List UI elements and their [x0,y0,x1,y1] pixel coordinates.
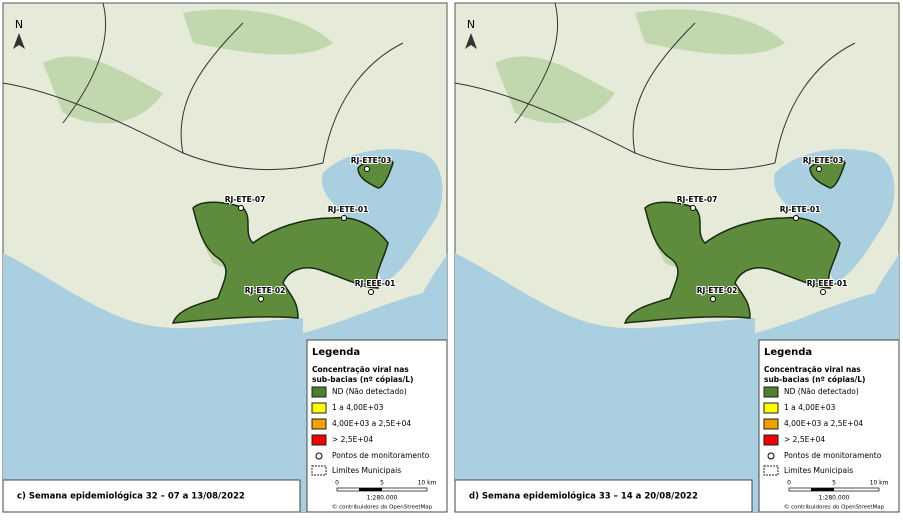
scale-tick: 5 [380,480,384,487]
legend-label: > 2,5E+04 [784,435,825,444]
legend-limit [763,465,779,476]
scale-tick: 10 km [870,480,889,487]
scale-bar-fill [811,488,834,491]
caption-box [2,479,301,513]
north-arrow: N [15,18,23,31]
legend-swatch [311,434,327,446]
municipal-limits [454,2,856,171]
station-label: RJ-ETE-03 [351,156,392,165]
legend-label: ND (Não detectado) [332,387,407,396]
scale-ratio: 1:280.000 [367,495,398,502]
monitoring-point [793,215,799,221]
bay [322,149,443,283]
monitoring-point [238,205,244,211]
legend-label: Limites Municipais [784,466,853,475]
legend-swatch [311,386,327,398]
legend-label: 1 a 4,00E+03 [784,403,836,412]
scale-ratio: 1:280.000 [819,495,850,502]
north-arrow-icon [13,33,25,49]
north-arrow-icon [465,33,477,49]
forest [43,9,333,271]
monitoring-point [816,166,822,172]
monitoring-point [258,296,264,302]
sub-basin [623,156,846,324]
legend-swatch [763,434,779,446]
scale-tick: 0 [787,480,791,487]
legend-swatch [763,402,779,414]
legend-label: 1 a 4,00E+03 [332,403,384,412]
scale-tick: 0 [335,480,339,487]
legend-swatch [311,418,327,430]
legend-swatch [311,402,327,414]
legend-label: 4,00E+03 a 2,5E+04 [332,419,411,428]
legend-subtitle: sub-bacias (nº cópias/L) [312,375,413,384]
monitoring-point [341,215,347,221]
legend: Legenda Concentração viral nassub-bacias … [306,339,448,513]
legend-point [315,452,323,460]
station-label: RJ-ETE-07 [225,195,266,204]
north-arrow: N [467,18,475,31]
credit: © contribuidores do OpenStreetMap [332,504,433,511]
municipal-limits [2,2,404,171]
legend-subtitle: sub-bacias (nº cópias/L) [764,375,865,384]
forest [495,9,785,271]
station-label: RJ-ETE-02 [697,286,738,295]
legend-swatch [763,386,779,398]
station-label: RJ-EEE-01 [807,279,848,288]
legend-box [758,339,900,513]
legend-subtitle: Concentração viral nas [764,365,861,374]
sub-basin [171,156,394,324]
monitoring-point [368,289,374,295]
monitoring-point [820,289,826,295]
station-label: RJ-ETE-01 [328,205,369,214]
legend-label: Pontos de monitoramento [332,451,430,460]
station-label: RJ-ETE-07 [677,195,718,204]
legend-limit [311,465,327,476]
legend: Legenda Concentração viral nassub-bacias … [758,339,900,513]
caption: d) Semana epidemiológica 33 – 14 a 20/08… [469,491,698,502]
station-label: RJ-ETE-02 [245,286,286,295]
monitoring-point [690,205,696,211]
station-label: RJ-ETE-01 [780,205,821,214]
legend-subtitle: Concentração viral nas [312,365,409,374]
monitoring-point [710,296,716,302]
legend-title: Legenda [312,347,360,358]
station-label: RJ-ETE-03 [803,156,844,165]
scale-bar-fill [359,488,382,491]
map-panel: N RJ-ETE-07 RJ-ETE-03 RJ-ETE-01 RJ-ETE-02 RJ-… [2,2,448,513]
legend-box [306,339,448,513]
caption-box [454,479,753,513]
credit: © contribuidores do OpenStreetMap [784,504,885,511]
scale-tick: 10 km [418,480,437,487]
legend-swatch [763,418,779,430]
legend-title: Legenda [764,347,812,358]
legend-label: Limites Municipais [332,466,401,475]
bay [774,149,895,283]
legend-label: ND (Não detectado) [784,387,859,396]
legend-label: Pontos de monitoramento [784,451,882,460]
caption: c) Semana epidemiológica 32 – 07 a 13/08… [17,491,245,502]
legend-point [767,452,775,460]
legend-label: > 2,5E+04 [332,435,373,444]
monitoring-point [364,166,370,172]
scale-tick: 5 [832,480,836,487]
station-label: RJ-EEE-01 [355,279,396,288]
legend-label: 4,00E+03 a 2,5E+04 [784,419,863,428]
map-panel: N RJ-ETE-07 RJ-ETE-03 RJ-ETE-01 RJ-ETE-02 RJ-… [454,2,900,513]
